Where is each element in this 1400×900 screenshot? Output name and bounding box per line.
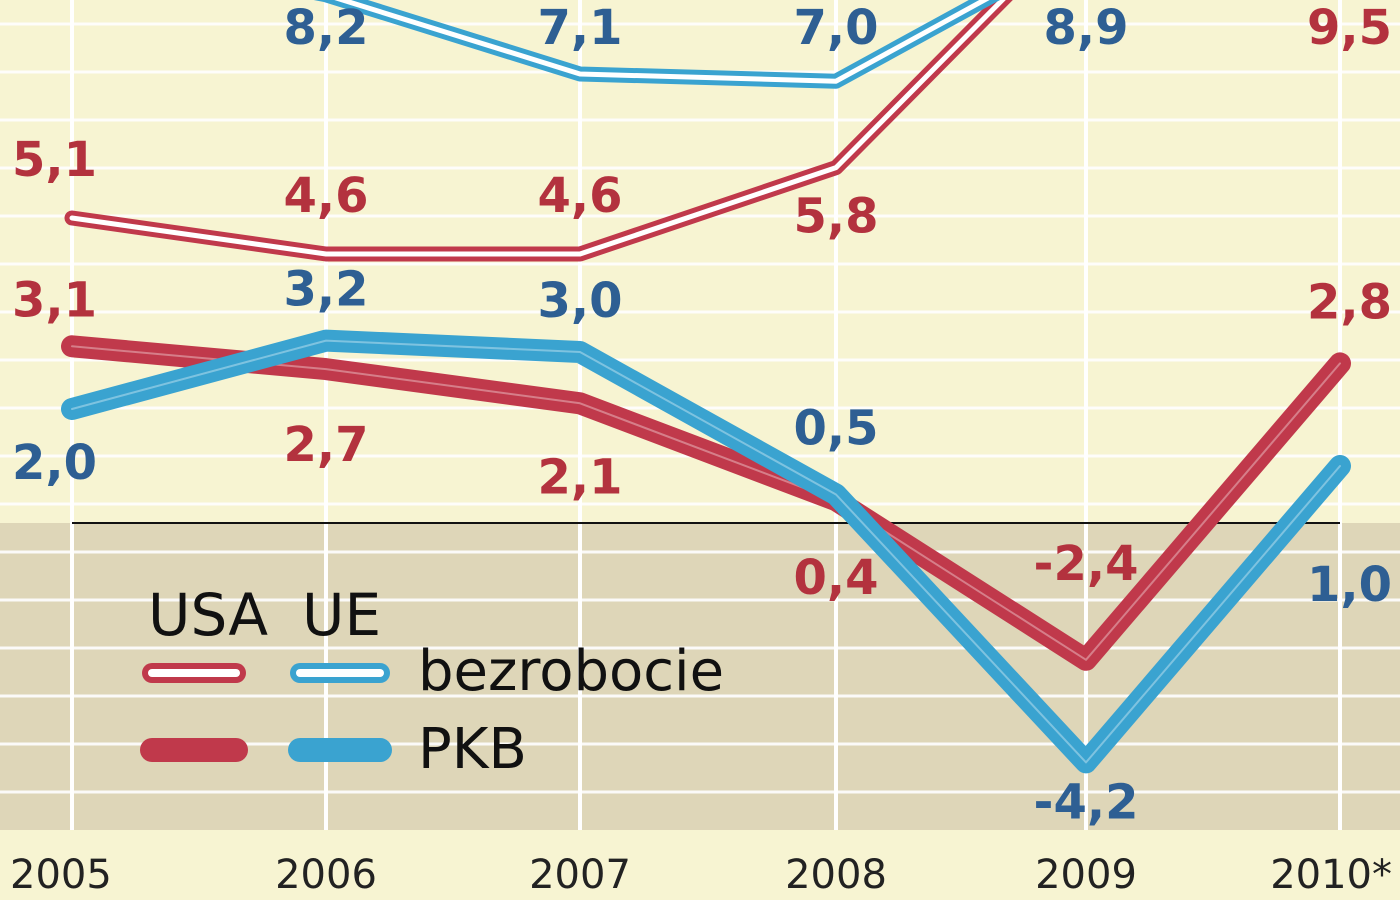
data-label-usa-pkb-5: 2,8 (1307, 274, 1392, 330)
data-label-ue-pkb-3: 0,5 (793, 401, 878, 457)
x-tick-label-1: 2006 (275, 852, 377, 898)
series-line-inner-ue-bezrobocie (334, 0, 990, 84)
legend-header-ue: UE (302, 581, 381, 649)
series-line-ue-pkb (61, 329, 1351, 774)
x-tick-label-5: 2010* (1270, 852, 1392, 898)
data-label-usa-bezrobocie-2: 4,6 (537, 168, 622, 224)
data-label-usa-pkb-0: 3,1 (12, 272, 97, 328)
legend-label-pkb: PKB (418, 717, 527, 782)
legend-label-bezrobocie: bezrobocie (418, 639, 724, 704)
series-line-shine-usa-pkb (71, 345, 1341, 661)
data-label-ue-pkb-4: -4,2 (1034, 774, 1139, 830)
data-label-ue-bezrobocie-2: 7,1 (537, 0, 622, 56)
series-layer (61, 0, 1351, 774)
data-label-usa-pkb-3: 0,4 (793, 550, 878, 606)
data-label-ue-pkb-2: 3,0 (537, 273, 622, 329)
data-label-usa-bezrobocie-1: 4,6 (283, 168, 368, 224)
data-label-usa-pkb-4: -2,4 (1034, 536, 1139, 592)
legend-swatches (140, 663, 392, 762)
data-label-ue-bezrobocie-3: 7,0 (793, 0, 878, 56)
series-line-shine-ue-pkb (71, 339, 1341, 764)
grid (0, 0, 1400, 830)
series-line-usa-pkb (61, 335, 1351, 671)
data-label-usa-pkb-2: 2,1 (537, 449, 622, 505)
x-tick-label-0: 2005 (10, 852, 112, 898)
data-label-usa-bezrobocie-3: 5,8 (793, 189, 878, 245)
x-tick-label-4: 2009 (1035, 852, 1137, 898)
legend: USA UE bezrobocie PKB (140, 581, 724, 782)
x-axis-ticks: 2005 2006 2007 2008 2009 2010* (10, 852, 1392, 898)
data-label-ue-bezrobocie-1: 8,2 (283, 0, 368, 56)
data-label-ue-pkb-0: 2,0 (12, 435, 97, 491)
x-tick-label-2: 2007 (529, 852, 631, 898)
data-label-ue-pkb-5: 1,0 (1307, 557, 1392, 613)
series-line-inner-usa-bezrobocie (69, 0, 1006, 257)
legend-header-usa: USA (148, 581, 268, 649)
x-tick-label-3: 2008 (785, 852, 887, 898)
data-label-ue-pkb-1: 3,2 (283, 262, 368, 318)
data-label-ue-bezrobocie-4: 8,9 (1043, 0, 1128, 56)
data-label-usa-pkb-1: 2,7 (283, 417, 368, 473)
data-labels: 5,1 4,6 4,6 5,8 9,5 8,2 7,1 7,0 8,9 3,1 2,7 2,1 0,4 -… (12, 0, 1392, 830)
data-label-usa-bezrobocie-5: 9,5 (1307, 0, 1392, 56)
data-label-usa-bezrobocie-0: 5,1 (12, 132, 97, 188)
